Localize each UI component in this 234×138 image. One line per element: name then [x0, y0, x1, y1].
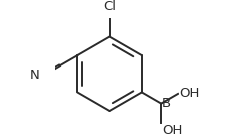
Text: N: N	[30, 69, 40, 82]
Text: OH: OH	[179, 87, 199, 100]
Text: B: B	[162, 96, 171, 109]
Text: Cl: Cl	[103, 0, 116, 14]
Text: OH: OH	[162, 124, 182, 137]
